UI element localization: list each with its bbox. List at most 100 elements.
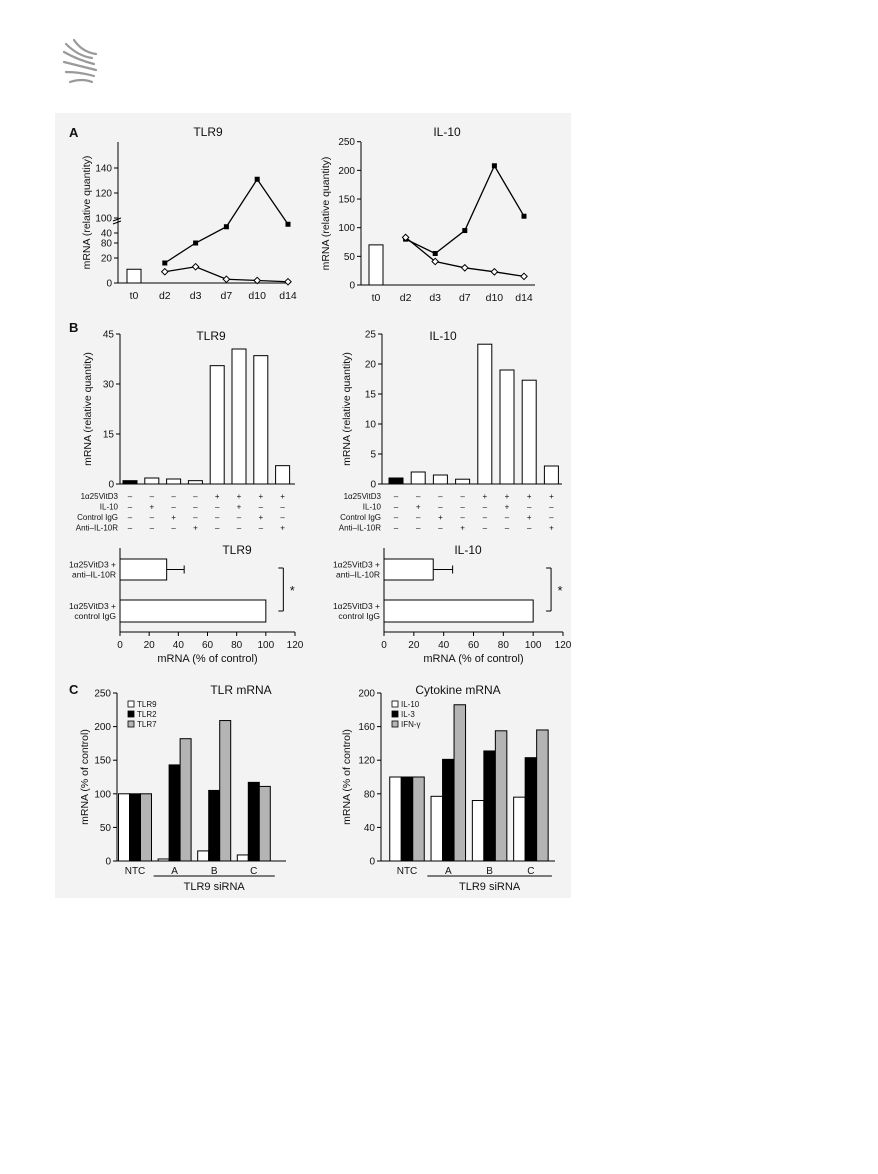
condition-sign: – (483, 524, 488, 533)
y-tick-label: 0 (108, 480, 114, 491)
axis-break-mark (112, 217, 122, 222)
condition-sign: – (549, 503, 554, 512)
x-tick-label: NTC (397, 866, 418, 877)
data-bar (275, 465, 291, 485)
data-bar (209, 365, 225, 485)
condition-sign: – (394, 524, 399, 533)
data-point (284, 277, 292, 286)
legend-label: TLR7 (137, 720, 157, 729)
x-tick-label: NTC (125, 866, 146, 877)
x-tick-label: 100 (257, 640, 274, 651)
x-tick-label: A (171, 866, 178, 877)
y-axis-label: mRNA (relative quantity) (82, 352, 94, 466)
x-tick-label: 60 (468, 640, 480, 651)
data-bar (219, 720, 232, 862)
y-tick-label: 120 (95, 189, 112, 200)
condition-label: 1α25VitD3 (81, 492, 119, 501)
data-bar (208, 789, 221, 862)
panel-label-b: B (69, 320, 78, 335)
condition-sign: + (438, 513, 443, 522)
y-tick-label: 50 (100, 823, 112, 834)
condition-sign: – (237, 513, 242, 522)
y-tick-label: 30 (103, 380, 115, 391)
x-tick-label: A (445, 866, 452, 877)
data-bar (543, 465, 559, 485)
data-bar (389, 776, 402, 862)
condition-label: IL-10 (363, 503, 382, 512)
condition-sign: + (280, 524, 285, 533)
data-bar (253, 355, 269, 485)
condition-sign: + (505, 503, 510, 512)
series-line (405, 164, 525, 255)
data-point (223, 224, 229, 230)
condition-sign: – (259, 524, 264, 533)
condition-sign: – (171, 503, 176, 512)
data-bar (118, 793, 130, 862)
y-tick-label: 50 (344, 252, 356, 263)
data-bar (521, 379, 537, 485)
y-tick-label: 100 (95, 214, 112, 225)
condition-sign: – (150, 524, 155, 533)
data-point (191, 262, 200, 271)
data-point (162, 260, 168, 266)
condition-sign: – (193, 503, 198, 512)
data-point (521, 213, 527, 219)
data-bar (383, 599, 534, 623)
condition-sign: – (416, 492, 421, 501)
y-tick-label: 45 (103, 330, 115, 341)
condition-sign: – (483, 513, 488, 522)
data-bar (513, 796, 526, 862)
category-label: anti–IL-10R (72, 570, 116, 580)
condition-sign: – (438, 492, 443, 501)
y-tick-label: 40 (101, 229, 113, 240)
data-bar (442, 758, 455, 862)
y-axis-label: mRNA (relative quantity) (341, 352, 353, 466)
condition-sign: + (527, 513, 532, 522)
x-tick-label: 0 (381, 640, 387, 651)
x-tick-label: d7 (459, 292, 471, 304)
y-tick-label: 0 (349, 281, 355, 292)
condition-sign: – (128, 513, 133, 522)
chart-title: TLR9 (196, 329, 226, 343)
data-bar (247, 781, 260, 862)
data-point (160, 267, 169, 276)
y-tick-label: 80 (364, 789, 376, 800)
condition-sign: – (460, 513, 465, 522)
data-bar (536, 729, 549, 862)
data-point (222, 275, 231, 284)
y-tick-label: 100 (338, 223, 355, 234)
data-bar (119, 558, 168, 581)
x-tick-label: t0 (130, 290, 139, 302)
legend-label: IL-3 (401, 710, 415, 719)
data-point (490, 267, 499, 276)
condition-sign: – (128, 524, 133, 533)
condition-sign: + (171, 513, 176, 522)
x-tick-label: 0 (117, 640, 123, 651)
y-axis-label: mRNA (% of control) (79, 729, 91, 825)
x-tick-label: 120 (287, 640, 304, 651)
data-bar (168, 764, 181, 862)
condition-sign: + (280, 492, 285, 501)
data-point (432, 250, 438, 256)
data-point (462, 228, 468, 234)
y-tick-label: 15 (103, 430, 115, 441)
category-label: control IgG (74, 611, 116, 621)
condition-sign: + (527, 492, 532, 501)
x-tick-label: 40 (438, 640, 450, 651)
data-point (460, 263, 469, 272)
y-tick-label: 0 (105, 857, 111, 868)
data-bar (430, 795, 444, 862)
data-bar (400, 776, 414, 862)
chart-title: TLR9 (193, 125, 223, 139)
y-tick-label: 15 (365, 390, 377, 401)
data-bar (187, 480, 203, 485)
condition-sign: – (394, 492, 399, 501)
data-bar (144, 477, 160, 485)
y-tick-label: 80 (101, 239, 113, 250)
condition-sign: – (193, 513, 198, 522)
condition-sign: – (416, 524, 421, 533)
category-label: 1α25VitD3 + (333, 560, 380, 570)
data-bar (477, 343, 493, 485)
condition-sign: – (280, 503, 285, 512)
